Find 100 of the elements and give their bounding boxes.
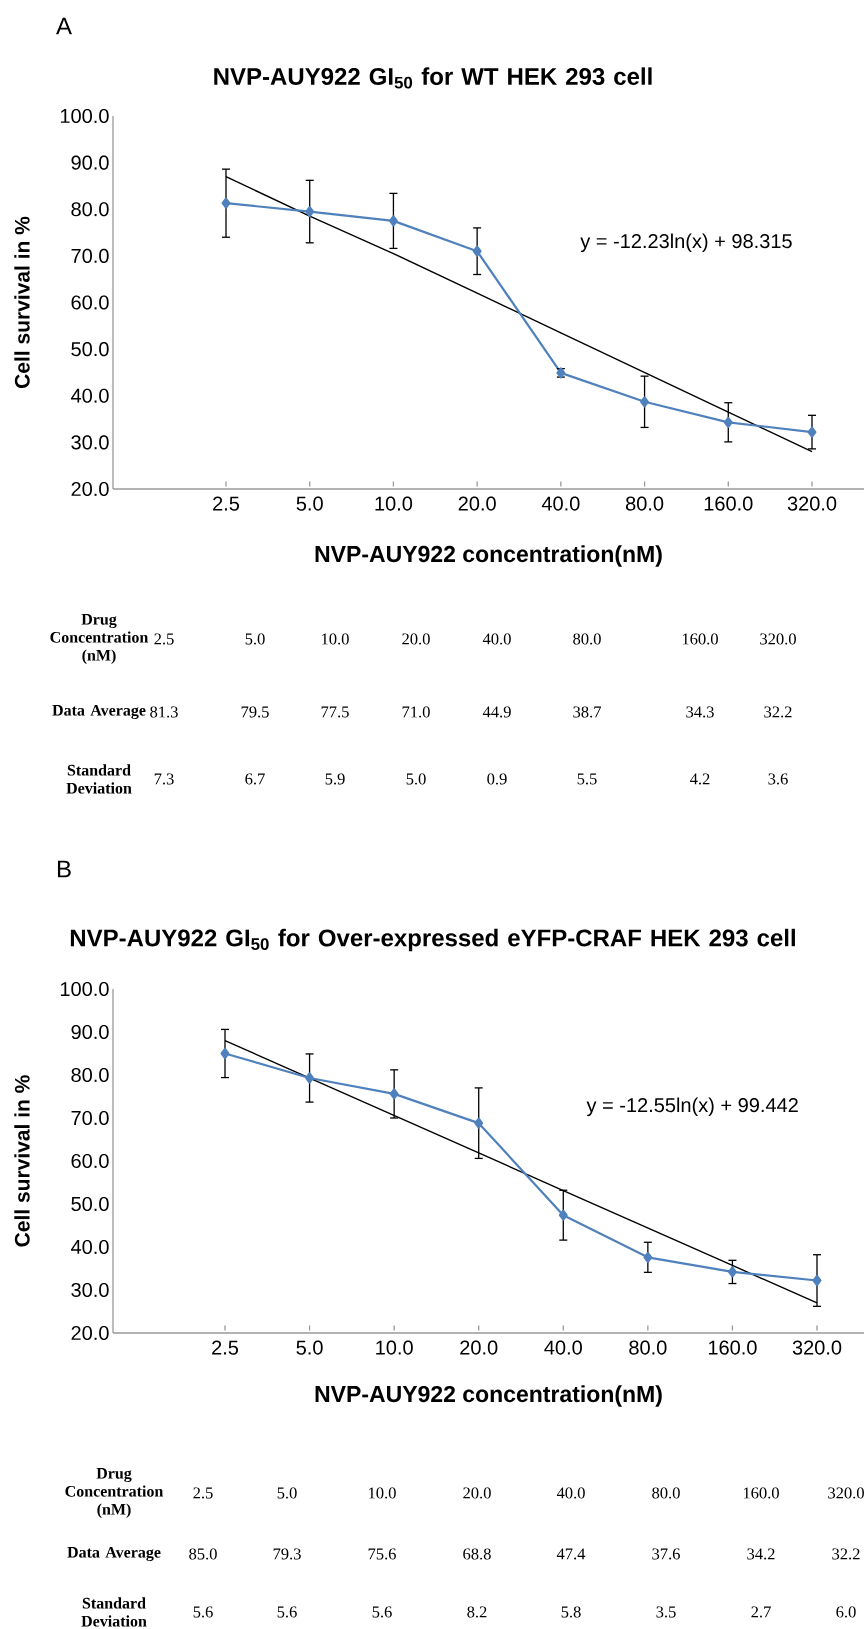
text: 47.4 [556,1548,586,1560]
y-tick-label: 100.0 [60,108,109,124]
point [474,1117,484,1129]
text: 37.6 [652,1548,680,1560]
chart-title: NVP-AUY922 GI$_{50}$ for WT HEK 293 cell [214,67,652,89]
point [643,1251,653,1263]
annotation: y = -12.23ln(x) + 98.315 [580,233,792,253]
text: 40.0 [556,1487,585,1499]
point [558,1209,568,1221]
x-axis-title: NVP-AUY922 concentration(nM) [315,545,662,567]
text: 80.0 [573,633,601,645]
x-tick-label: 80.0 [629,1340,667,1355]
text: 44.9 [482,706,511,718]
text: 4.2 [690,773,710,785]
text: 2.5 [193,1487,213,1499]
text: 2.5 [154,633,174,645]
text: 320.0 [760,633,796,645]
text: 6.0 [836,1606,856,1618]
point [723,416,733,428]
y-axis-title: Cell survival in % [14,216,30,388]
text: 3.6 [768,773,788,785]
text: 5.9 [325,773,345,785]
point [220,1047,230,1060]
point [305,205,315,218]
y-tick-label: 40.0 [70,1239,109,1255]
text: 75.6 [368,1548,396,1560]
text: 160.0 [743,1487,779,1499]
text: 160.0 [682,633,718,645]
text: 77.5 [321,706,349,718]
y-axis-title: Cell survival in % [14,1075,30,1247]
x-tick-label: 5.0 [296,496,323,511]
text: A [56,17,72,35]
text: 3.5 [656,1606,676,1618]
x-tick-label: 40.0 [541,496,580,511]
x-tick-label: 160.0 [704,496,753,511]
text: Data Average [52,704,146,720]
text: 38.7 [573,706,601,718]
text: 320.0 [828,1487,864,1499]
point [812,1274,822,1287]
y-tick-label: 30.0 [71,435,109,450]
x-tick-label: 80.0 [625,496,664,511]
text: 85.0 [189,1548,217,1560]
text: 5.8 [561,1606,581,1618]
x-axis-title: NVP-AUY922 concentration(nM) [315,1385,662,1407]
y-tick-label: 50.0 [71,1196,109,1212]
y-tick-label: 20.0 [71,481,109,497]
text: 20.0 [402,633,430,645]
y-tick-label: 80.0 [71,202,109,217]
text: 6.7 [245,773,265,785]
y-tick-label: 70.0 [71,1110,109,1126]
text: 20.0 [463,1487,491,1499]
y-tick-label: 80.0 [71,1067,109,1083]
text: B [57,860,71,878]
text: 2.7 [751,1606,771,1618]
point [389,1088,399,1100]
text: 5.6 [277,1606,297,1618]
point [305,1072,315,1084]
point [727,1266,737,1278]
text: 5.6 [372,1606,392,1618]
text: 71.0 [402,706,430,718]
text: 81.3 [150,706,178,718]
text: 79.3 [273,1548,301,1560]
text: 32.2 [764,706,792,718]
text: 5.5 [577,773,597,785]
text: 40.0 [482,633,511,645]
point [807,426,817,438]
text: 5.0 [406,773,426,785]
x-tick-label: 320.0 [792,1340,842,1355]
text: 5.0 [245,633,265,645]
text: 10.0 [369,1487,396,1499]
x-tick-label: 320.0 [787,496,837,511]
text: Standard Deviation [81,1597,147,1627]
point [640,396,650,408]
text: 5.0 [277,1487,297,1499]
y-tick-label: 50.0 [71,342,109,357]
text: Drug Concentration (nM) [65,1468,164,1518]
text: Drug Concentration (nM) [50,614,149,664]
text: 32.2 [832,1548,860,1560]
y-tick-label: 100.0 [60,981,109,997]
text: Data Average [67,1546,161,1562]
point [221,197,231,209]
text: 0.9 [487,773,507,785]
text: 5.6 [193,1606,213,1618]
y-tick-label: 60.0 [71,295,109,310]
x-tick-label: 160.0 [708,1340,757,1355]
text: 79.5 [241,706,269,718]
text: 8.2 [467,1606,487,1618]
annotation: y = -12.55ln(x) + 99.442 [586,1097,798,1117]
text: 34.3 [686,706,714,718]
y-tick-label: 90.0 [71,1024,109,1040]
y-tick-label: 90.0 [71,155,109,170]
y-tick-label: 30.0 [71,1282,109,1298]
x-tick-label: 20.0 [460,1340,498,1355]
text: 34.2 [747,1548,775,1560]
text: Standard Deviation [66,764,132,794]
text: 10.0 [322,633,349,645]
y-tick-label: 60.0 [71,1153,109,1169]
x-tick-label: 2.5 [212,1340,239,1355]
x-tick-label: 2.5 [213,496,240,511]
text: 68.8 [463,1548,491,1560]
